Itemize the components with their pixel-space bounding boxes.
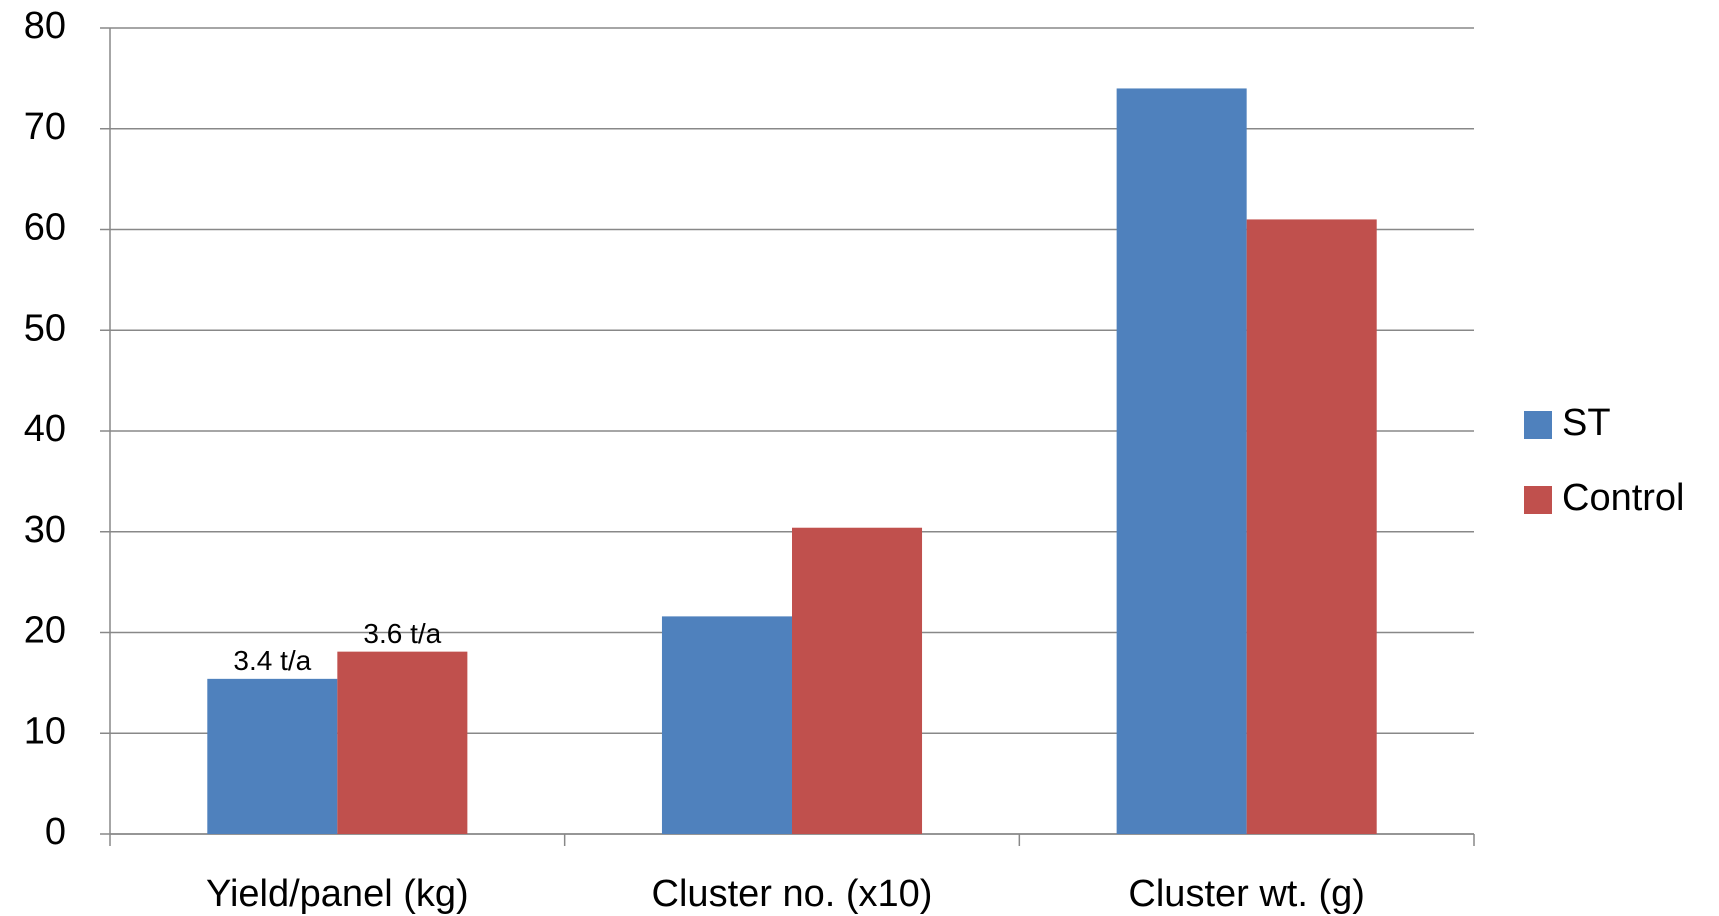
- x-tick-label: Cluster no. (x10): [652, 873, 933, 915]
- legend-label: ST: [1562, 402, 1611, 444]
- y-tick-label: 50: [24, 307, 66, 349]
- bar: [661, 616, 792, 834]
- legend-swatch: [1524, 411, 1552, 439]
- y-tick-label: 60: [24, 207, 66, 249]
- y-tick-label: 20: [24, 610, 66, 652]
- annotation: 3.6 t/a: [363, 618, 441, 649]
- annotation: 3.4 t/a: [233, 645, 311, 676]
- y-tick-label: 0: [45, 811, 66, 853]
- legend-swatch: [1524, 486, 1552, 514]
- y-tick-label: 40: [24, 408, 66, 450]
- bar: [792, 527, 923, 834]
- bar: [1246, 219, 1377, 835]
- bar: [337, 651, 468, 834]
- y-tick-label: 80: [24, 5, 66, 47]
- y-tick-label: 70: [24, 106, 66, 148]
- bar: [1116, 88, 1247, 834]
- y-tick-label: 10: [24, 710, 66, 752]
- y-tick-label: 30: [24, 509, 66, 551]
- legend-label: Control: [1562, 477, 1685, 519]
- x-tick-label: Cluster wt. (g): [1128, 873, 1364, 915]
- x-tick-label: Yield/panel (kg): [206, 873, 469, 915]
- bar: [207, 678, 338, 834]
